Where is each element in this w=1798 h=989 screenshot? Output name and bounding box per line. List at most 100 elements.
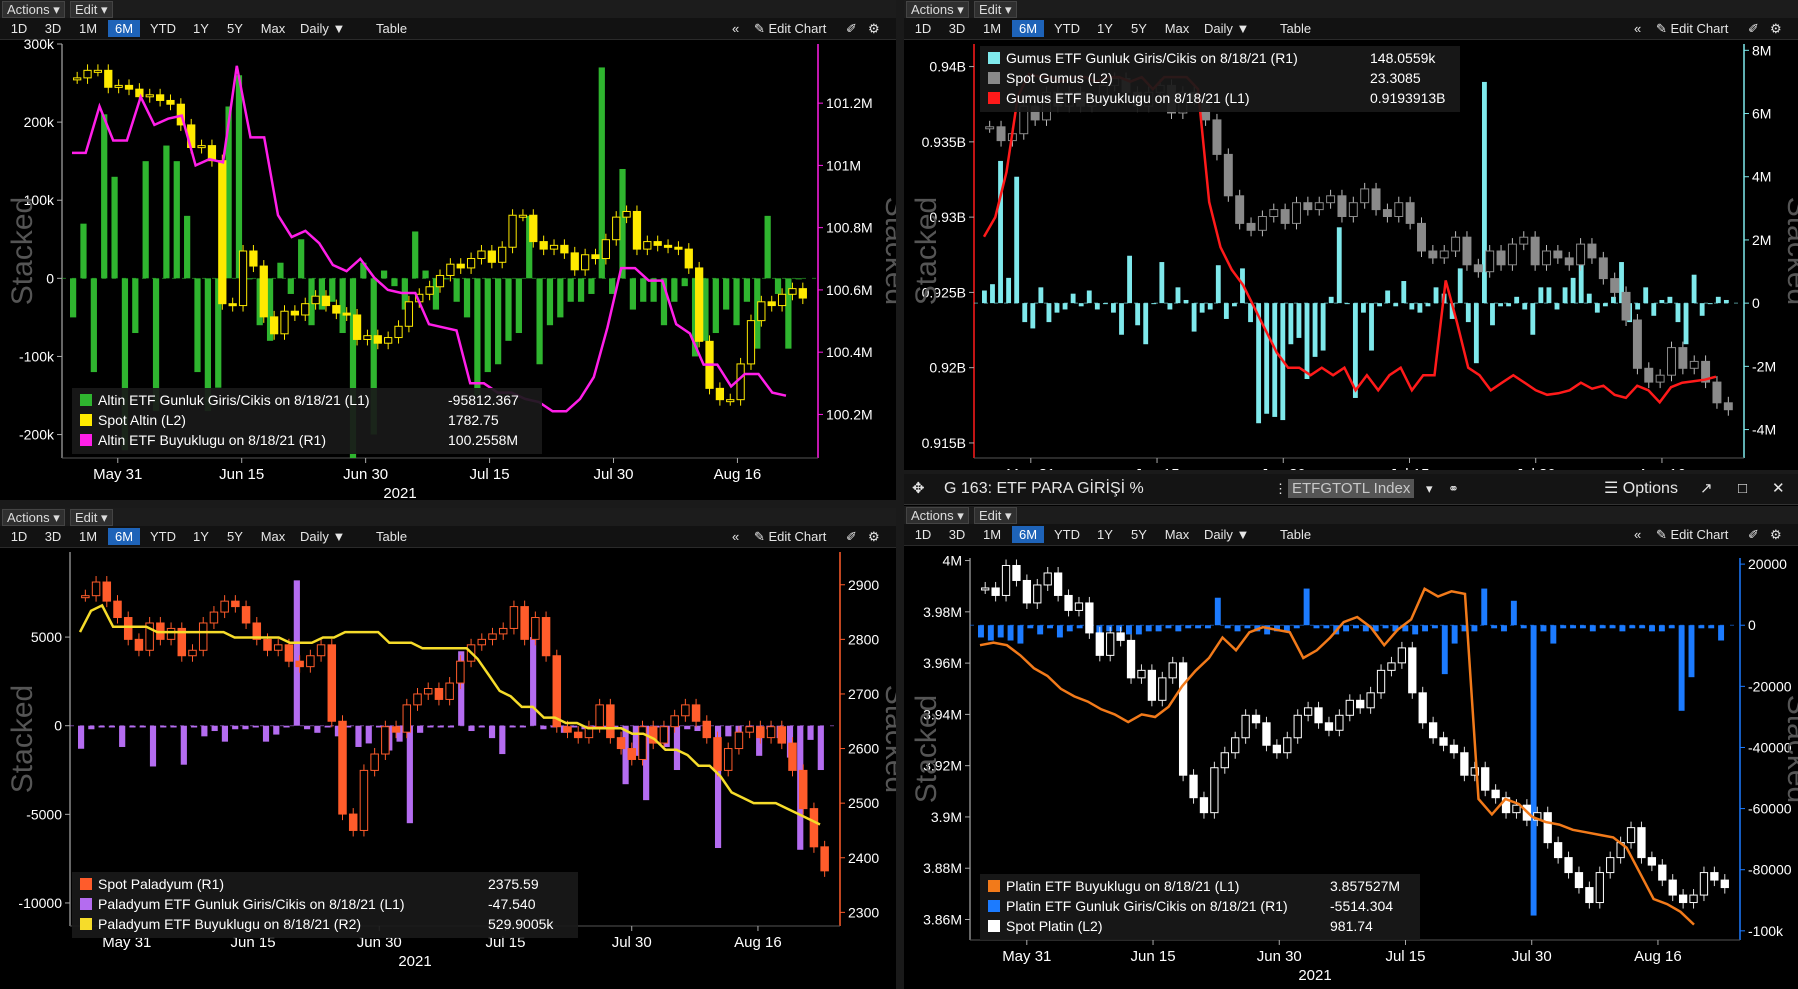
range-max-button[interactable]: Max xyxy=(260,21,286,36)
collapse-icon[interactable]: « xyxy=(732,529,740,544)
options-button[interactable]: ☰ Options xyxy=(1604,480,1678,497)
range-1y-button[interactable]: 1Y xyxy=(1097,527,1113,542)
range-1y-button[interactable]: 1Y xyxy=(193,529,209,544)
actions-menu[interactable]: Actions ▾ xyxy=(906,1,969,18)
range-ytd-button[interactable]: YTD xyxy=(150,529,176,544)
maximize-icon[interactable]: □ xyxy=(1738,480,1748,497)
flow-bar xyxy=(640,278,647,302)
flow-bar xyxy=(412,231,419,279)
edit-menu[interactable]: Edit ▾ xyxy=(70,1,113,18)
range-5y-button[interactable]: 5Y xyxy=(227,21,243,36)
range-5y-button[interactable]: 5Y xyxy=(227,529,243,544)
candle-body xyxy=(595,704,604,728)
edit-chart-button[interactable]: ✎ Edit Chart xyxy=(754,21,827,36)
candle-body xyxy=(1462,236,1472,266)
flow-bar xyxy=(1481,588,1488,626)
candle-body xyxy=(1326,195,1336,204)
table-button[interactable]: Table xyxy=(376,529,408,544)
range-ytd-button[interactable]: YTD xyxy=(1054,21,1080,36)
annotate-icon[interactable]: ✐ xyxy=(846,529,857,544)
actions-menu[interactable]: Actions ▾ xyxy=(906,507,969,524)
periodicity-dropdown[interactable]: Daily ▼ xyxy=(1204,21,1250,36)
gear-icon[interactable]: ⚙ xyxy=(868,21,880,36)
edit-menu[interactable]: Edit ▾ xyxy=(974,1,1017,18)
range-1y-button[interactable]: 1Y xyxy=(1097,21,1113,36)
edit-menu[interactable]: Edit ▾ xyxy=(974,507,1017,524)
annotate-icon[interactable]: ✐ xyxy=(1748,21,1759,36)
edit-label: Edit xyxy=(979,508,1002,523)
gear-icon[interactable]: ⚙ xyxy=(1770,527,1782,542)
range-ytd-button[interactable]: YTD xyxy=(1054,527,1080,542)
annotate-icon[interactable]: ✐ xyxy=(1748,527,1759,542)
candle-body xyxy=(1012,564,1021,581)
candle-body xyxy=(373,335,382,344)
range-max-button[interactable]: Max xyxy=(260,529,286,544)
flow-bar xyxy=(221,725,228,742)
move-icon[interactable]: ✥ xyxy=(912,480,925,497)
periodicity-dropdown[interactable]: Daily ▼ xyxy=(1204,527,1250,542)
ticker-dropdown-icon[interactable]: ▾ xyxy=(1426,481,1433,496)
range-1m-button[interactable]: 1M xyxy=(78,529,98,544)
x-tick-label: Jul 30 xyxy=(1512,948,1552,965)
candle-body xyxy=(273,644,283,651)
table-button[interactable]: Table xyxy=(1280,527,1312,542)
edit-chart-button[interactable]: ✎ Edit Chart xyxy=(754,529,827,544)
close-icon[interactable]: ✕ xyxy=(1772,480,1785,497)
candle-body xyxy=(1314,707,1323,724)
range-6m-button[interactable]: 6M xyxy=(108,528,140,545)
flow-bar xyxy=(1422,625,1428,632)
link-icon[interactable]: ⚭ xyxy=(1448,481,1459,496)
range-1d-button[interactable]: 1D xyxy=(914,21,932,36)
candle-body xyxy=(1519,236,1529,245)
table-button[interactable]: Table xyxy=(376,21,408,36)
edit-chart-button[interactable]: ✎ Edit Chart xyxy=(1656,21,1729,36)
edit-chart-button[interactable]: ✎ Edit Chart xyxy=(1656,527,1729,542)
edit-menu[interactable]: Edit ▾ xyxy=(70,509,113,526)
range-3d-button[interactable]: 3D xyxy=(44,529,62,544)
collapse-icon[interactable]: « xyxy=(732,21,740,36)
range-5y-button[interactable]: 5Y xyxy=(1131,527,1147,542)
candle-body xyxy=(788,742,797,771)
flow-bar xyxy=(139,725,146,728)
range-1m-button[interactable]: 1M xyxy=(982,21,1002,36)
candle-body xyxy=(1655,374,1665,383)
range-6m-button[interactable]: 6M xyxy=(1012,20,1044,37)
range-1y-button[interactable]: 1Y xyxy=(193,21,209,36)
periodicity-dropdown[interactable]: Daily ▼ xyxy=(300,21,346,36)
flow-bar xyxy=(1372,625,1379,632)
range-max-button[interactable]: Max xyxy=(1164,527,1190,542)
range-1m-button[interactable]: 1M xyxy=(78,21,98,36)
collapse-icon[interactable]: « xyxy=(1634,527,1642,542)
x-tick-label: Jul 30 xyxy=(1516,466,1556,470)
right-tick-label: 100.8M xyxy=(826,220,873,236)
collapse-icon[interactable]: « xyxy=(1634,21,1642,36)
actions-menu[interactable]: Actions ▾ xyxy=(2,509,65,526)
range-6m-button[interactable]: 6M xyxy=(108,20,140,37)
x-tick-label: May 31 xyxy=(1002,948,1051,965)
range-1d-button[interactable]: 1D xyxy=(10,529,28,544)
range-1d-button[interactable]: 1D xyxy=(914,527,932,542)
range-1m-button[interactable]: 1M xyxy=(982,527,1002,542)
gear-icon[interactable]: ⚙ xyxy=(1770,21,1782,36)
table-button[interactable]: Table xyxy=(1280,21,1312,36)
range-max-button[interactable]: Max xyxy=(1164,21,1190,36)
periodicity-dropdown[interactable]: Daily ▼ xyxy=(300,529,346,544)
range-1d-button[interactable]: 1D xyxy=(10,21,28,36)
ticker-field[interactable]: ETFGTOTL Index xyxy=(1288,479,1415,498)
range-3d-button[interactable]: 3D xyxy=(948,21,966,36)
annotate-icon[interactable]: ✐ xyxy=(846,21,857,36)
legend-value: -47.540 xyxy=(488,896,536,912)
actions-menu[interactable]: Actions ▾ xyxy=(2,1,65,18)
popout-icon[interactable]: ↗ xyxy=(1700,480,1713,497)
actions-label: Actions xyxy=(7,2,50,17)
range-3d-button[interactable]: 3D xyxy=(44,21,62,36)
flow-bar xyxy=(1579,625,1586,629)
range-3d-button[interactable]: 3D xyxy=(948,527,966,542)
flow-bar xyxy=(1304,303,1310,379)
ticker-menu-icon[interactable]: ⋮ xyxy=(1274,481,1287,496)
range-6m-button[interactable]: 6M xyxy=(1012,526,1044,543)
range-5y-button[interactable]: 5Y xyxy=(1131,21,1147,36)
gear-icon[interactable]: ⚙ xyxy=(868,529,880,544)
candle-body xyxy=(1678,894,1688,904)
range-ytd-button[interactable]: YTD xyxy=(150,21,176,36)
